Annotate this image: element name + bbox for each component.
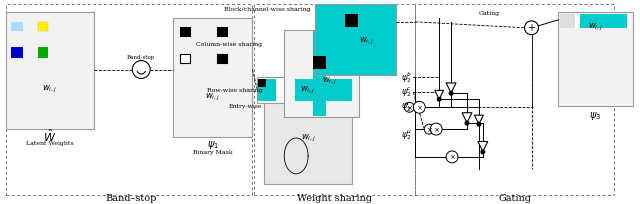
Bar xyxy=(313,56,326,69)
Bar xyxy=(560,14,575,28)
Text: $\hat{W}$: $\hat{W}$ xyxy=(44,128,56,144)
Circle shape xyxy=(132,61,150,79)
Circle shape xyxy=(477,122,481,126)
Text: Column-wise sharing: Column-wise sharing xyxy=(196,42,262,47)
Circle shape xyxy=(437,98,441,101)
Text: Entry-wise: Entry-wise xyxy=(228,104,262,109)
Text: $w_{i,j}$: $w_{i,j}$ xyxy=(301,132,316,144)
Bar xyxy=(264,94,352,184)
Bar xyxy=(284,30,359,117)
Text: $\times$: $\times$ xyxy=(449,153,456,162)
Bar xyxy=(217,54,227,63)
Bar xyxy=(560,14,631,28)
Circle shape xyxy=(449,92,453,95)
Text: $w_{i,j}$: $w_{i,j}$ xyxy=(300,85,315,96)
Text: Weight sharing: Weight sharing xyxy=(298,194,372,203)
Text: $\psi_1$: $\psi_1$ xyxy=(207,139,219,151)
Circle shape xyxy=(481,150,484,154)
Bar xyxy=(38,22,48,31)
Bar xyxy=(313,31,326,116)
Bar xyxy=(6,12,93,129)
Circle shape xyxy=(404,102,414,112)
Text: $\psi_3$: $\psi_3$ xyxy=(589,110,601,122)
Text: $\psi_2^c$: $\psi_2^c$ xyxy=(401,86,413,99)
Bar xyxy=(173,18,252,137)
Polygon shape xyxy=(474,115,483,124)
Bar xyxy=(326,79,352,101)
Bar xyxy=(38,47,48,58)
Bar xyxy=(255,4,415,195)
Text: $\times$: $\times$ xyxy=(416,103,423,112)
Text: Band-stop: Band-stop xyxy=(127,55,156,60)
Text: Band–stop: Band–stop xyxy=(106,194,157,203)
Text: Binary Mask: Binary Mask xyxy=(193,150,232,155)
Polygon shape xyxy=(478,142,488,151)
Circle shape xyxy=(525,21,538,35)
Text: $\psi_2^b$: $\psi_2^b$ xyxy=(401,70,413,85)
Bar xyxy=(11,22,23,31)
Text: $+$: $+$ xyxy=(527,22,536,33)
Text: Gating: Gating xyxy=(479,11,500,16)
Bar xyxy=(259,79,266,87)
Bar xyxy=(259,79,276,101)
Circle shape xyxy=(424,124,434,134)
Circle shape xyxy=(446,151,458,163)
Text: $w_{i,j}$: $w_{i,j}$ xyxy=(42,84,58,95)
Text: $w_{i,j}$: $w_{i,j}$ xyxy=(205,92,220,103)
Bar xyxy=(180,54,190,63)
Text: Latent Weights: Latent Weights xyxy=(26,142,74,146)
Text: Gating: Gating xyxy=(498,194,531,203)
Text: $w_{i,j}$: $w_{i,j}$ xyxy=(323,76,337,87)
Circle shape xyxy=(430,123,442,135)
Polygon shape xyxy=(435,90,444,99)
Bar xyxy=(580,14,627,28)
Circle shape xyxy=(465,121,468,125)
Text: $\psi_2^u$: $\psi_2^u$ xyxy=(401,128,413,142)
Bar xyxy=(6,4,252,195)
Bar xyxy=(11,47,23,58)
Polygon shape xyxy=(446,83,456,93)
Text: $w_{i,j}$: $w_{i,j}$ xyxy=(588,22,603,33)
Bar xyxy=(315,4,396,75)
Bar xyxy=(257,78,353,103)
Bar xyxy=(180,27,190,36)
Text: Row-wise sharing: Row-wise sharing xyxy=(207,88,262,93)
Bar xyxy=(415,4,614,195)
Text: $w_{i,j}$: $w_{i,j}$ xyxy=(359,36,374,47)
Text: $\times$: $\times$ xyxy=(433,125,440,134)
Bar xyxy=(345,14,358,27)
Text: Block/channel-wise sharing: Block/channel-wise sharing xyxy=(223,7,310,12)
Text: $\times$: $\times$ xyxy=(406,103,413,112)
Bar xyxy=(295,79,317,101)
Text: $\times$: $\times$ xyxy=(426,125,433,134)
Text: $\psi_2^r$: $\psi_2^r$ xyxy=(401,100,412,114)
Bar xyxy=(558,12,633,106)
Circle shape xyxy=(413,101,425,113)
Bar xyxy=(217,27,227,36)
Polygon shape xyxy=(462,113,472,123)
